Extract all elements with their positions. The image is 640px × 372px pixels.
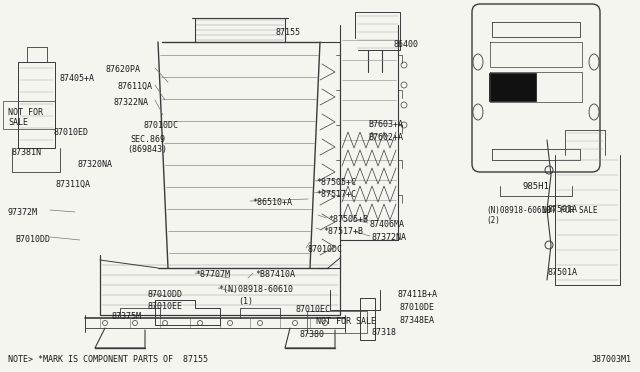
Text: NOT FOR: NOT FOR xyxy=(8,108,43,117)
Text: 87411B+A: 87411B+A xyxy=(398,290,438,299)
Text: (1): (1) xyxy=(238,297,253,306)
Text: J87003M1: J87003M1 xyxy=(592,355,632,364)
Text: *87707M: *87707M xyxy=(195,270,230,279)
Text: *86510+A: *86510+A xyxy=(252,198,292,207)
Text: B7603+A: B7603+A xyxy=(368,120,403,129)
Text: 87010DD: 87010DD xyxy=(148,290,183,299)
Text: 87501A: 87501A xyxy=(548,205,578,214)
Text: *B87410A: *B87410A xyxy=(255,270,295,279)
Text: *87505+C: *87505+C xyxy=(316,178,356,187)
Text: 87155: 87155 xyxy=(275,28,300,37)
Text: *87517+B: *87517+B xyxy=(323,227,363,236)
Text: SEC.869: SEC.869 xyxy=(130,135,165,144)
Text: (N)08918-60610: (N)08918-60610 xyxy=(486,206,551,215)
Text: 87010DC: 87010DC xyxy=(143,121,178,130)
Text: 87372NA: 87372NA xyxy=(372,233,407,242)
Text: 87010EC: 87010EC xyxy=(295,305,330,314)
Text: 87501A: 87501A xyxy=(548,268,578,277)
Text: (869843): (869843) xyxy=(127,145,167,154)
Text: (2): (2) xyxy=(486,216,500,225)
Text: 87380: 87380 xyxy=(300,330,325,339)
Text: 985H1: 985H1 xyxy=(523,182,549,191)
Text: 87375M: 87375M xyxy=(112,312,142,321)
Text: NOTE> *MARK IS COMPONENT PARTS OF  87155: NOTE> *MARK IS COMPONENT PARTS OF 87155 xyxy=(8,355,208,364)
Text: B7010DD: B7010DD xyxy=(15,235,50,244)
Text: B7602+A: B7602+A xyxy=(368,133,403,142)
Text: 87311QA: 87311QA xyxy=(55,180,90,189)
Text: 87320NA: 87320NA xyxy=(78,160,113,169)
Text: 97372M: 97372M xyxy=(8,208,38,217)
Text: 87406MA: 87406MA xyxy=(370,220,405,229)
Text: *(N)08918-60610: *(N)08918-60610 xyxy=(218,285,293,294)
Text: *87517+C: *87517+C xyxy=(316,190,356,199)
Text: 87010DE: 87010DE xyxy=(400,303,435,312)
Text: NOT FOR SALE: NOT FOR SALE xyxy=(316,317,376,326)
Text: 87322NA: 87322NA xyxy=(113,98,148,107)
Text: 86400: 86400 xyxy=(393,40,418,49)
Text: 87010EE: 87010EE xyxy=(148,302,183,311)
Text: NOT FOR SALE: NOT FOR SALE xyxy=(542,206,598,215)
Text: *87505+B: *87505+B xyxy=(328,215,368,224)
Text: 87010DC: 87010DC xyxy=(308,245,343,254)
Text: 87318: 87318 xyxy=(372,328,397,337)
FancyBboxPatch shape xyxy=(489,73,536,101)
Text: 87348EA: 87348EA xyxy=(400,316,435,325)
Text: 87405+A: 87405+A xyxy=(60,74,95,83)
Text: 87010ED: 87010ED xyxy=(54,128,89,137)
Text: 87381N: 87381N xyxy=(11,148,41,157)
Text: SALE: SALE xyxy=(8,118,28,127)
Text: 87611QA: 87611QA xyxy=(118,82,153,91)
Text: 87620PA: 87620PA xyxy=(105,65,140,74)
